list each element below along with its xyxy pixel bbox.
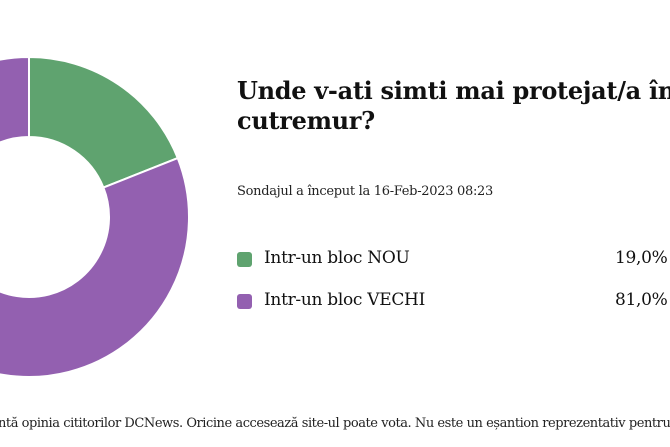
poll-start-date: Sondajul a început la 16-Feb-2023 08:23 <box>237 184 493 199</box>
poll-title-line-2: cutremur? <box>237 106 375 135</box>
legend-label: Intr-un bloc VECHI <box>264 290 425 310</box>
legend-label: Intr-un bloc NOU <box>264 248 410 268</box>
donut-slice-1 <box>0 55 190 378</box>
legend-item-vechi: Intr-un bloc VECHI 81,0% ( <box>237 290 670 314</box>
donut-slice-0 <box>28 55 180 189</box>
poll-title-line-1: Unde v-ati simti mai protejat/a în <box>237 76 670 105</box>
legend-percent: 81,0% ( <box>615 290 670 310</box>
legend-swatch <box>237 252 252 267</box>
legend-item-nou: Intr-un bloc NOU 19,0% ( <box>237 248 670 272</box>
legend-swatch <box>237 294 252 309</box>
poll-title: Unde v-ati simti mai protejat/a în cutre… <box>237 76 670 136</box>
disclaimer-text: ntă opinia cititorilor DCNews. Oricine a… <box>0 416 670 431</box>
legend-percent: 19,0% ( <box>615 248 670 268</box>
